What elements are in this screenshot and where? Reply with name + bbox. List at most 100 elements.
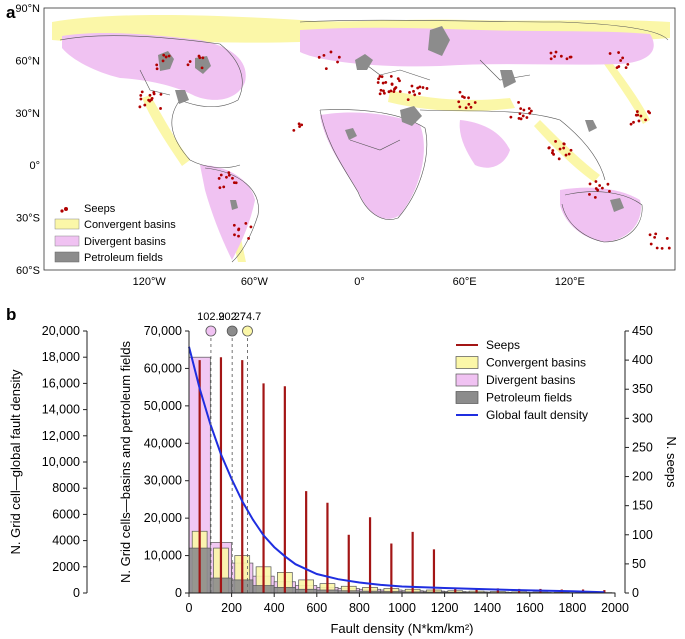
y-tick-label: 300 bbox=[632, 411, 653, 425]
divergent-basins-layer bbox=[62, 27, 654, 260]
map-legend: Seeps Convergent basins Divergent basins… bbox=[54, 203, 176, 264]
seep-dot bbox=[596, 188, 600, 192]
x-tick-label: 600 bbox=[306, 601, 327, 615]
seep-dot bbox=[150, 98, 153, 102]
seep-dot bbox=[527, 107, 531, 110]
seep-dot bbox=[233, 233, 236, 237]
seep-dot bbox=[588, 192, 591, 196]
y-tick-label: 200 bbox=[632, 470, 653, 484]
seep-dot bbox=[565, 57, 569, 61]
seep-dot bbox=[162, 53, 166, 57]
seep-dot bbox=[292, 128, 296, 132]
seep-dot bbox=[629, 122, 633, 126]
seep-dot bbox=[147, 98, 151, 102]
seep-dot bbox=[554, 139, 557, 143]
seep-dot bbox=[139, 97, 143, 101]
seep-dot bbox=[140, 90, 144, 94]
seep-dot bbox=[159, 107, 162, 110]
legend-swatch bbox=[455, 373, 479, 387]
seep-dot bbox=[549, 51, 553, 55]
seep-dot bbox=[381, 81, 385, 85]
latitude-label: 30°S bbox=[16, 213, 40, 225]
seep-dot bbox=[247, 237, 251, 240]
seep-dot bbox=[660, 246, 664, 250]
y-tick-label: 20,000 bbox=[144, 511, 182, 525]
seep-dot bbox=[201, 56, 205, 60]
seep-dot bbox=[557, 157, 561, 161]
seep-dot bbox=[412, 89, 415, 93]
y-tick-label: 10,000 bbox=[144, 549, 182, 563]
seep-dot bbox=[197, 54, 201, 58]
seep-stems bbox=[198, 357, 606, 593]
seep-dot bbox=[389, 89, 393, 93]
seep-dot bbox=[517, 100, 520, 104]
map-legend-label: Convergent basins bbox=[84, 219, 176, 231]
map-legend-label: Seeps bbox=[84, 203, 116, 215]
y-tick-label: 350 bbox=[632, 382, 653, 396]
seep-dot bbox=[644, 118, 647, 122]
seep-dot bbox=[383, 91, 386, 95]
longitude-label: 120°W bbox=[133, 276, 167, 288]
marker-circle bbox=[226, 325, 238, 337]
legend-swatch bbox=[54, 251, 80, 263]
longitude-labels: 120°W 60°W 0° 60°E 120°E bbox=[133, 276, 585, 288]
seep-dot bbox=[469, 105, 473, 109]
x-tick-label: 1800 bbox=[558, 601, 586, 615]
map-legend-label: Divergent basins bbox=[84, 236, 166, 248]
map-features bbox=[52, 15, 671, 263]
y-tick-label: 60,000 bbox=[144, 361, 182, 375]
seep-dot bbox=[547, 146, 551, 150]
seep-dot bbox=[564, 153, 568, 157]
seep-dot bbox=[647, 110, 650, 113]
seep-dot bbox=[562, 142, 566, 146]
chart-legend-entry: Seeps bbox=[456, 338, 520, 352]
x-tick-label: 800 bbox=[349, 601, 370, 615]
seep-dot bbox=[619, 59, 623, 62]
seep-dot bbox=[649, 242, 653, 246]
seep-dot bbox=[384, 81, 388, 84]
map-legend-label: Petroleum fields bbox=[84, 252, 163, 264]
y-axis-inner-title: N. Grid cells—basins and petroleum field… bbox=[118, 340, 133, 583]
seep-dot bbox=[421, 86, 425, 89]
seep-dot bbox=[408, 91, 411, 94]
seep-dot bbox=[218, 186, 222, 190]
seep-dot bbox=[525, 116, 529, 119]
seep-dot bbox=[161, 59, 165, 63]
seep-dot bbox=[637, 119, 641, 123]
x-tick-label: 1000 bbox=[388, 601, 416, 615]
y-tick-label: 0 bbox=[175, 586, 182, 600]
longitude-label: 60°E bbox=[453, 276, 477, 288]
seep-dot bbox=[598, 184, 602, 187]
legend-swatch bbox=[455, 356, 479, 369]
seep-dot bbox=[139, 93, 143, 97]
seep-dot bbox=[464, 106, 468, 110]
seep-dot bbox=[380, 75, 384, 79]
longitude-label: 120°E bbox=[555, 276, 585, 288]
seep-dot bbox=[473, 101, 477, 104]
seep-dot bbox=[554, 50, 558, 54]
seep-dot bbox=[608, 189, 611, 193]
seep-dot bbox=[418, 85, 422, 89]
seep-dot bbox=[300, 123, 304, 127]
seep-dot bbox=[232, 181, 236, 185]
seep-dot bbox=[617, 65, 621, 68]
seep-dot bbox=[167, 54, 171, 58]
seep-dot bbox=[164, 55, 168, 59]
y-tick-label: 14,000 bbox=[42, 403, 80, 417]
seep-dot bbox=[458, 105, 462, 109]
seep-dot bbox=[324, 67, 328, 70]
seep-dot bbox=[558, 147, 562, 151]
latitude-labels: 90°N 60°N 30°N 0° 30°S 60°S bbox=[15, 3, 40, 277]
seep-dot bbox=[608, 52, 612, 55]
latitude-label: 60°N bbox=[15, 55, 40, 67]
y-tick-label: 20,000 bbox=[42, 324, 80, 338]
seep-dot bbox=[562, 146, 566, 150]
seep-dot bbox=[379, 88, 383, 92]
seep-dot bbox=[522, 108, 526, 112]
seep-dot bbox=[665, 237, 669, 240]
seep-dot bbox=[621, 56, 625, 60]
seep-dot bbox=[322, 53, 326, 57]
panel-a-letter: a bbox=[6, 3, 16, 22]
seep-dot bbox=[152, 92, 156, 96]
